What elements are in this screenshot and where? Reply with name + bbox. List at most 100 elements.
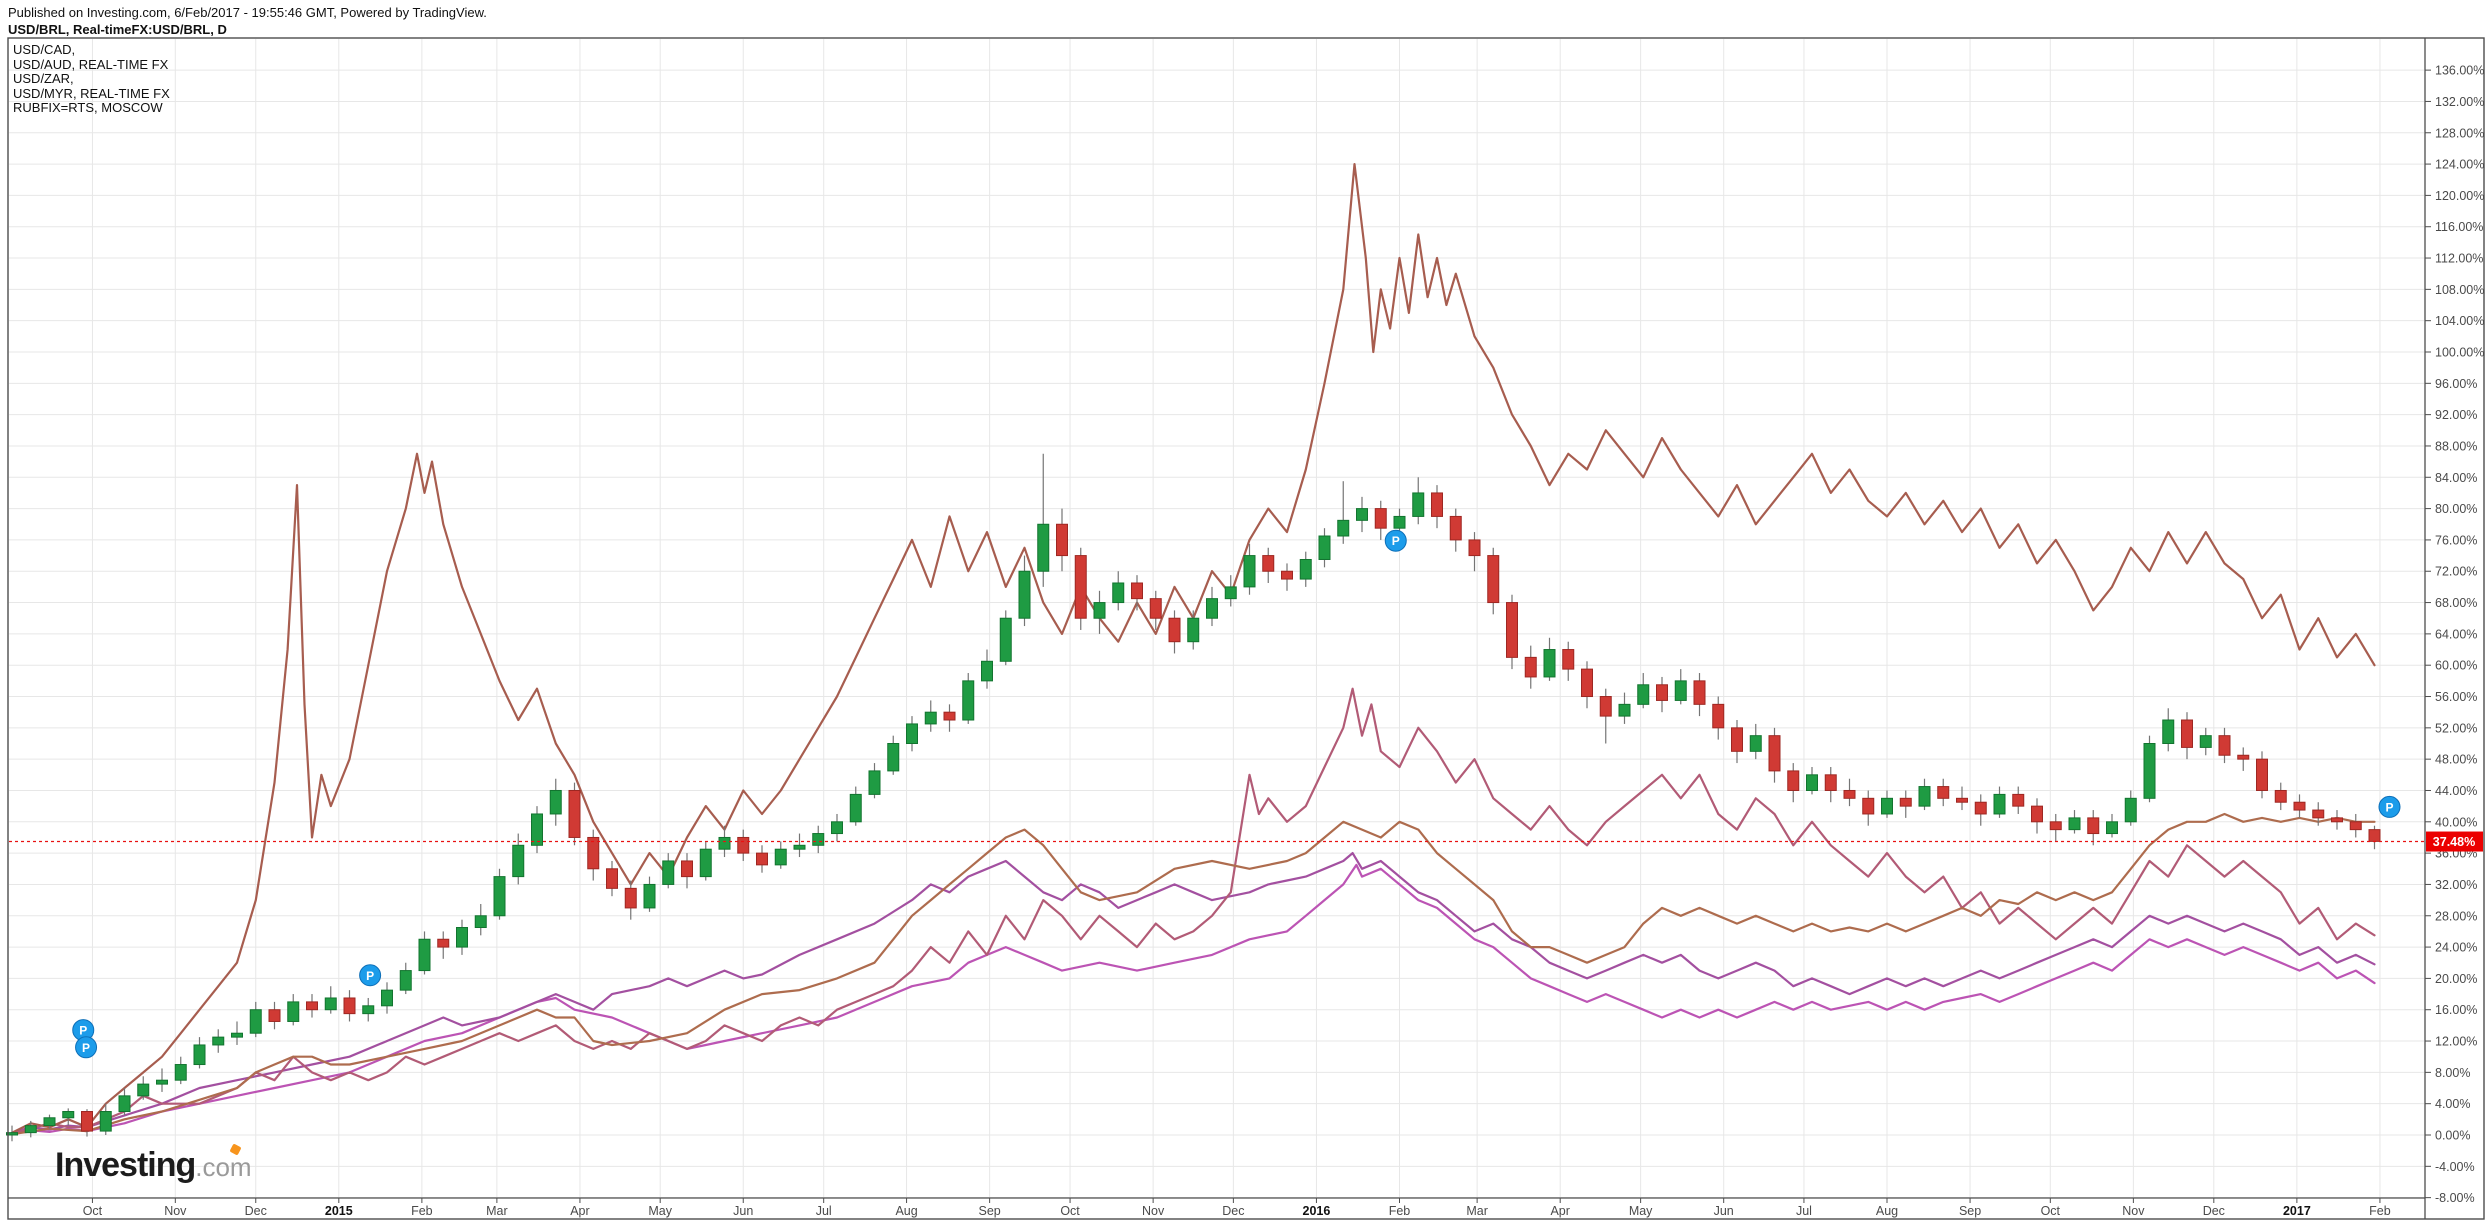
event-marker-glyph: P bbox=[366, 969, 374, 983]
y-tick-label: 112.00% bbox=[2435, 252, 2483, 266]
candle-body bbox=[2237, 754, 2250, 760]
candle-body bbox=[2218, 735, 2231, 756]
legend-item-4[interactable]: USD/MYR, REAL-TIME FX bbox=[13, 85, 170, 101]
y-tick-label: 32.00% bbox=[2435, 878, 2477, 892]
candle-body bbox=[1899, 797, 1912, 807]
candle-body bbox=[1262, 555, 1275, 572]
line-usdmyr bbox=[10, 812, 2376, 1136]
candle-body bbox=[1881, 797, 1893, 815]
candle-body bbox=[1299, 558, 1312, 580]
y-tick-label: 64.00% bbox=[2435, 627, 2477, 641]
candle-body bbox=[174, 1064, 187, 1081]
candle-body bbox=[1918, 786, 1931, 807]
y-tick-label: 44.00% bbox=[2435, 784, 2477, 798]
legend-item-5[interactable]: RUBFIX=RTS, MOSCOW bbox=[13, 100, 163, 115]
x-tick-label: Jul bbox=[816, 1204, 832, 1218]
candle-body bbox=[1487, 555, 1500, 604]
legend-item-1[interactable]: USD/CAD, bbox=[13, 42, 76, 57]
y-tick-label: 8.00% bbox=[2435, 1066, 2470, 1080]
y-tick-label: 136.00% bbox=[2435, 64, 2484, 78]
x-tick-label: Sep bbox=[979, 1204, 1001, 1218]
candle-body bbox=[2293, 801, 2306, 811]
y-tick-label: 116.00% bbox=[2435, 220, 2483, 234]
x-tick-label: Apr bbox=[570, 1204, 589, 1218]
candle-body bbox=[2181, 719, 2193, 748]
event-marker-p[interactable]: P bbox=[72, 1019, 95, 1042]
candle-body bbox=[1693, 680, 1706, 705]
candle-body bbox=[456, 927, 468, 948]
candle-body bbox=[981, 660, 993, 682]
candle-body bbox=[62, 1111, 75, 1119]
candle-body bbox=[2274, 789, 2287, 803]
candle-body bbox=[362, 1005, 375, 1015]
candle-body bbox=[999, 617, 1012, 662]
x-tick-label: Apr bbox=[1550, 1204, 1569, 1218]
candle-body bbox=[831, 821, 843, 835]
candle-body bbox=[381, 989, 393, 1007]
y-tick-label: 4.00% bbox=[2435, 1097, 2470, 1111]
candle-body bbox=[1468, 539, 1481, 557]
event-marker-p[interactable]: P bbox=[1384, 529, 1407, 552]
y-tick-label: 128.00% bbox=[2435, 126, 2484, 140]
candle-body bbox=[287, 1001, 300, 1022]
x-tick-label: May bbox=[1629, 1204, 1653, 1218]
candle-body bbox=[1712, 703, 1725, 729]
legend-item-3[interactable]: USD/ZAR, bbox=[13, 71, 74, 86]
x-tick-label: Mar bbox=[486, 1204, 508, 1218]
candle-body bbox=[418, 938, 431, 972]
candle-body bbox=[1731, 727, 1743, 752]
logo-suffix-text: .com bbox=[195, 1152, 252, 1182]
investing-logo: Investing.com bbox=[55, 1143, 252, 1185]
candle-body bbox=[493, 876, 506, 917]
candle-body bbox=[1599, 696, 1612, 717]
candle-body bbox=[1318, 535, 1331, 560]
candle-body bbox=[268, 1009, 281, 1022]
candle-body bbox=[2312, 809, 2325, 819]
candle-body bbox=[962, 680, 975, 721]
y-tick-label: 80.00% bbox=[2435, 502, 2477, 516]
candle-body bbox=[2049, 821, 2062, 831]
y-tick-label: 84.00% bbox=[2435, 471, 2477, 485]
x-axis[interactable]: Oct Nov Dec 2015 Feb Mar Apr May Jun Jul Aug Sep Oct… bbox=[83, 1198, 2391, 1218]
candle-body bbox=[1506, 602, 1518, 658]
candle-body bbox=[1749, 735, 1762, 752]
candle-body bbox=[1862, 797, 1875, 815]
y-tick-label: 12.00% bbox=[2435, 1035, 2477, 1049]
event-marker-p[interactable]: P bbox=[359, 964, 382, 987]
candle-body bbox=[2068, 817, 2081, 831]
event-marker-glyph: P bbox=[2385, 800, 2393, 814]
event-marker-p[interactable]: P bbox=[2378, 795, 2401, 818]
y-axis[interactable]: 136.00% 132.00% 128.00% 124.00% 120.00% 116.0… bbox=[2425, 64, 2484, 1206]
candle-body bbox=[1337, 519, 1350, 537]
candle-body bbox=[1787, 770, 1800, 791]
y-tick-label: 108.00% bbox=[2435, 283, 2484, 297]
candle-body bbox=[1824, 774, 1837, 791]
line-rubfixrts bbox=[10, 163, 2376, 1134]
candle-body bbox=[1037, 523, 1050, 572]
x-tick-label: Jun bbox=[733, 1204, 753, 1218]
candle-body bbox=[1187, 617, 1200, 643]
event-marker-p[interactable]: P bbox=[75, 1036, 98, 1059]
y-tick-label: 104.00% bbox=[2435, 314, 2484, 328]
y-tick-label: 76.00% bbox=[2435, 533, 2477, 547]
y-tick-label: 40.00% bbox=[2435, 815, 2477, 829]
candle-body bbox=[1243, 555, 1256, 588]
candle-body bbox=[1074, 555, 1087, 619]
candle-body bbox=[399, 970, 412, 991]
candle-body bbox=[1524, 656, 1537, 678]
candle-body bbox=[343, 997, 356, 1015]
last-price-value: 37.48% bbox=[2433, 835, 2475, 849]
candle-body bbox=[1206, 598, 1218, 619]
y-tick-label: 28.00% bbox=[2435, 909, 2477, 923]
symbol-title: USD/BRL, Real-timeFX:USD/BRL, D bbox=[8, 22, 227, 37]
legend-item-2[interactable]: USD/AUD, REAL-TIME FX bbox=[13, 56, 169, 72]
x-tick-label: Oct bbox=[2041, 1204, 2061, 1218]
candle-body bbox=[1449, 515, 1462, 541]
y-tick-label: 20.00% bbox=[2435, 972, 2477, 986]
x-tick-label: Nov bbox=[2122, 1204, 2145, 1218]
candle-body bbox=[2162, 719, 2175, 745]
y-tick-label: 88.00% bbox=[2435, 439, 2477, 453]
x-tick-label: Jun bbox=[1714, 1204, 1734, 1218]
candle-body bbox=[868, 770, 881, 795]
